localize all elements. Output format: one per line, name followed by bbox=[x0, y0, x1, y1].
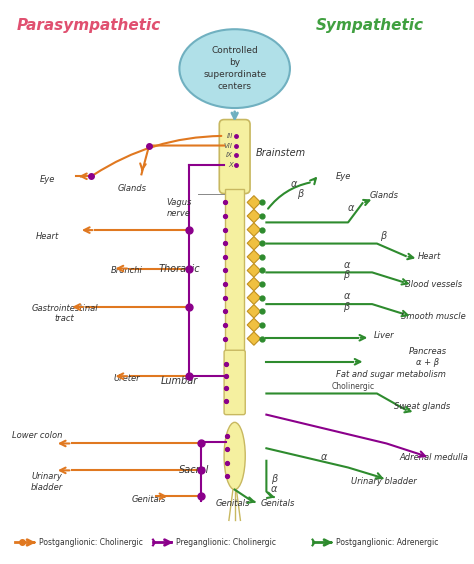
Text: Postganglionic: Cholinergic: Postganglionic: Cholinergic bbox=[38, 538, 143, 547]
Text: Blood vessels: Blood vessels bbox=[405, 280, 462, 289]
Text: Glands: Glands bbox=[118, 184, 146, 193]
Polygon shape bbox=[247, 236, 261, 250]
Text: Vagus
nerve: Vagus nerve bbox=[166, 199, 191, 218]
Text: Pancreas
α + β: Pancreas α + β bbox=[409, 347, 447, 367]
Text: Cholinergic: Cholinergic bbox=[332, 382, 375, 391]
Polygon shape bbox=[225, 189, 244, 352]
Text: Smooth muscle: Smooth muscle bbox=[401, 312, 466, 321]
Text: Preganglionic: Cholinergic: Preganglionic: Cholinergic bbox=[176, 538, 276, 547]
Text: Postganglionic: Adrenergic: Postganglionic: Adrenergic bbox=[336, 538, 438, 547]
Text: Bronchi: Bronchi bbox=[111, 266, 143, 275]
Text: α: α bbox=[321, 452, 328, 462]
Text: Genitals: Genitals bbox=[261, 499, 295, 508]
Text: α: α bbox=[291, 179, 297, 189]
Polygon shape bbox=[247, 318, 261, 332]
Text: Heart: Heart bbox=[36, 232, 59, 241]
Ellipse shape bbox=[224, 422, 245, 490]
Text: β: β bbox=[343, 302, 349, 312]
Text: III: III bbox=[227, 133, 233, 139]
Text: α: α bbox=[343, 259, 350, 270]
Text: X: X bbox=[228, 162, 233, 168]
Text: β: β bbox=[297, 190, 303, 200]
Text: Urinary
bladder: Urinary bladder bbox=[31, 472, 64, 492]
Polygon shape bbox=[247, 196, 261, 209]
Text: Fat and sugar metabolism: Fat and sugar metabolism bbox=[337, 370, 447, 379]
Text: β: β bbox=[380, 231, 386, 241]
Text: Adrenal medulla: Adrenal medulla bbox=[399, 453, 468, 462]
Text: Lower colon: Lower colon bbox=[12, 431, 63, 440]
Text: Urinary bladder: Urinary bladder bbox=[351, 477, 417, 486]
Text: α: α bbox=[271, 483, 278, 494]
Text: Sacral: Sacral bbox=[179, 465, 210, 475]
Text: Gastrointestinal
tract: Gastrointestinal tract bbox=[31, 304, 98, 323]
Text: IX: IX bbox=[226, 152, 233, 158]
Polygon shape bbox=[247, 264, 261, 277]
Text: Lumbar: Lumbar bbox=[160, 376, 198, 386]
Text: Eye: Eye bbox=[336, 172, 351, 181]
Text: Brainstem: Brainstem bbox=[256, 148, 306, 158]
Text: Genitals: Genitals bbox=[216, 499, 250, 508]
Text: Sweat glands: Sweat glands bbox=[394, 403, 450, 412]
FancyBboxPatch shape bbox=[224, 350, 245, 415]
Polygon shape bbox=[247, 305, 261, 318]
Text: β: β bbox=[271, 474, 277, 484]
Polygon shape bbox=[247, 209, 261, 223]
Polygon shape bbox=[247, 277, 261, 291]
Text: Thoracic: Thoracic bbox=[158, 263, 200, 274]
Ellipse shape bbox=[179, 29, 290, 108]
Text: α: α bbox=[343, 291, 350, 301]
FancyBboxPatch shape bbox=[219, 120, 250, 193]
Text: Liver: Liver bbox=[374, 331, 394, 340]
Text: β: β bbox=[343, 270, 349, 280]
Text: Eye: Eye bbox=[39, 175, 55, 184]
Polygon shape bbox=[247, 223, 261, 236]
Text: Sympathetic: Sympathetic bbox=[316, 18, 424, 33]
Polygon shape bbox=[247, 250, 261, 263]
Text: Heart: Heart bbox=[418, 252, 441, 261]
Text: Genitals: Genitals bbox=[132, 495, 166, 504]
Polygon shape bbox=[247, 332, 261, 345]
Text: VII: VII bbox=[224, 143, 233, 148]
Polygon shape bbox=[247, 291, 261, 305]
Text: Glands: Glands bbox=[369, 191, 398, 200]
Text: Controlled
by
superordinate
centers: Controlled by superordinate centers bbox=[203, 46, 266, 91]
Text: Ureter: Ureter bbox=[114, 373, 140, 382]
Text: Parasympathetic: Parasympathetic bbox=[17, 18, 161, 33]
Text: α: α bbox=[348, 203, 355, 213]
